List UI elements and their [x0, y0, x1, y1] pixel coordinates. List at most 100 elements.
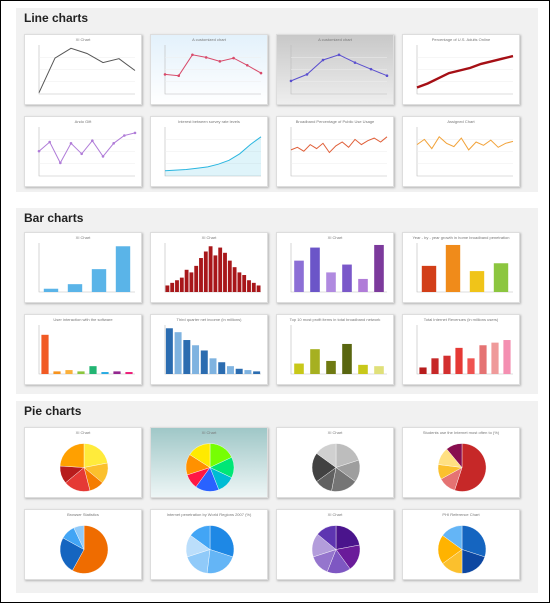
chart-thumbnail[interactable]: User interaction with the software [24, 314, 142, 385]
chart-thumbnail[interactable]: XI Chart [276, 232, 394, 303]
chart-thumbnail[interactable]: Assigned Chart [402, 116, 520, 187]
bar [326, 360, 336, 374]
chart-thumbnail[interactable]: PHI Reference Chart [402, 509, 520, 580]
bar [242, 275, 247, 292]
pie-slice [316, 443, 337, 468]
chart-axis [290, 325, 387, 375]
bar [479, 345, 487, 374]
thumbnail-title: User interaction with the software [53, 317, 113, 322]
data-point [204, 56, 208, 59]
bar [174, 332, 182, 374]
bar [294, 363, 304, 374]
data-point [191, 53, 194, 57]
chart-thumbnail[interactable]: XI Chart [150, 232, 268, 303]
data-point [133, 131, 137, 135]
bar [41, 334, 49, 374]
chart-axis [290, 45, 387, 95]
chart-thumbnail[interactable]: XI Chart [276, 509, 394, 580]
bar [503, 340, 511, 374]
chart-thumbnail[interactable]: XI Chart [24, 427, 142, 498]
bar [469, 271, 485, 292]
chart-plot [311, 525, 361, 574]
data-point [101, 155, 105, 158]
pie-slice [59, 537, 85, 571]
data-point [91, 139, 94, 143]
pie-slice [59, 443, 85, 468]
bar [237, 272, 242, 292]
data-point [289, 79, 293, 83]
chart-thumbnail[interactable]: Top 10 most profit items in total broadb… [276, 314, 394, 385]
bar [374, 244, 384, 292]
thumbnail-title: XI Chart [201, 235, 217, 240]
chart-thumbnail[interactable]: Percentage of U.S. Adults Online [402, 34, 520, 105]
chart-axis [164, 127, 261, 177]
chart-plot [289, 45, 389, 95]
pie-slice [206, 549, 234, 574]
bar [421, 265, 437, 292]
series-line [290, 136, 388, 154]
thumbnail-title: XI Chart [75, 37, 91, 42]
bar [218, 247, 223, 292]
bar [251, 282, 256, 292]
bar [209, 358, 217, 374]
thumbnail-title: Percentage of U.S. Adults Online [431, 37, 491, 42]
series-line [164, 136, 262, 172]
bar [200, 350, 208, 374]
chart-thumbnail[interactable]: Browser Statistics [24, 509, 142, 580]
chart-thumbnail[interactable]: XI Chart [276, 427, 394, 498]
series-line [416, 54, 514, 89]
series-line [38, 132, 136, 164]
bar [199, 258, 203, 292]
chart-thumbnail[interactable]: A customized chart [150, 34, 268, 105]
thumbnail-title: PHI Reference Chart [442, 512, 480, 517]
bar [189, 272, 194, 292]
bar [445, 244, 461, 292]
chart-thumbnail[interactable]: XI Chart [24, 34, 142, 105]
chart-thumbnail[interactable]: XI Chart [24, 232, 142, 303]
chart-thumbnail[interactable]: Students use the Internet most often to … [402, 427, 520, 498]
chart-thumbnail[interactable]: Third quarter net income (in millions) [150, 314, 268, 385]
thumbnail-title: XI Chart [327, 235, 343, 240]
area-fill [165, 136, 261, 176]
bar [218, 362, 226, 374]
bar [179, 277, 184, 292]
thumbnail-title: Year - by - year growth in home broadban… [412, 235, 510, 240]
section-title: Line charts [24, 11, 89, 25]
pie-slice [317, 525, 337, 550]
chart-plot [38, 325, 135, 375]
bar [115, 246, 131, 292]
chart-plot [290, 243, 387, 293]
chart-thumbnail[interactable]: Ando Gift [24, 116, 142, 187]
pie-slice [190, 525, 211, 550]
bar [358, 364, 368, 374]
chart-plot [416, 243, 513, 293]
section-title: Bar charts [24, 211, 84, 225]
chart-plot [59, 525, 109, 574]
chart-thumbnail[interactable]: Broadband Percentage of Public Use Usage [276, 116, 394, 187]
data-point [80, 152, 83, 156]
chart-thumbnail[interactable]: Interest between survey rate levels [150, 116, 268, 187]
thumbnail-title: XI Chart [327, 512, 343, 517]
chart-thumbnail[interactable]: Total Internet Revenues (in millions use… [402, 314, 520, 385]
data-point [112, 142, 115, 145]
bar [431, 358, 439, 374]
data-point [353, 61, 357, 64]
chart-plot [416, 127, 514, 177]
series-line [416, 136, 514, 151]
bar [170, 282, 175, 292]
chart-thumbnail[interactable]: XI Chart [150, 427, 268, 498]
data-point [245, 63, 249, 67]
bar [213, 255, 218, 292]
data-point [123, 134, 126, 137]
chart-thumbnail[interactable]: Internet penetration by World Regions 20… [150, 509, 268, 580]
chart-thumbnail[interactable]: Year - by - year growth in home broadban… [402, 232, 520, 303]
pie-slice [461, 525, 487, 558]
pie-slice [189, 443, 211, 468]
chart-thumbnail[interactable]: A customized chart [276, 34, 394, 105]
bar [310, 247, 320, 292]
bar [256, 285, 261, 292]
bar [467, 358, 475, 374]
bar [192, 345, 200, 374]
chart-plot [59, 443, 109, 492]
